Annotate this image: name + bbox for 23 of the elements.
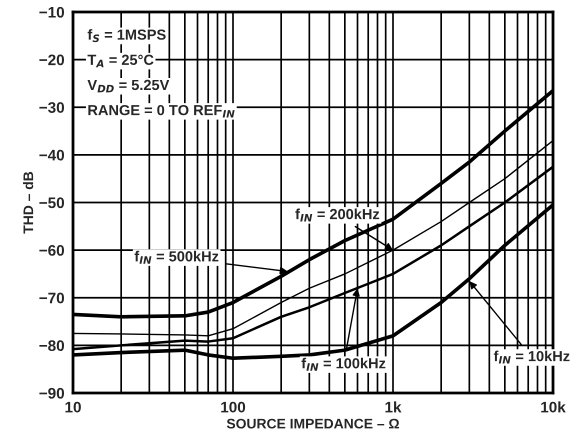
x-tick-label: 10k: [541, 401, 566, 413]
y-axis-title: THD – dB: [23, 172, 34, 234]
annotation: f$_{IN}$ = 500kHz: [134, 250, 218, 264]
annotation: f$_{IN}$ = 10kHz: [494, 350, 570, 364]
x-axis-title: SOURCE IMPEDANCE – Ω: [226, 418, 400, 429]
annotation: RANGE = 0 TO REF$_{IN}$: [88, 104, 235, 118]
y-tick-label: −50: [39, 197, 64, 208]
y-tick-label: −30: [39, 102, 64, 113]
y-tick-label: −70: [39, 292, 64, 304]
annotation: f$_{IN}$ = 100kHz: [302, 358, 386, 371]
annotation: f$_{IN}$ = 200kHz: [295, 208, 380, 222]
annotation: f$_{S}$ = 1MSPS: [88, 29, 166, 42]
y-tick-label: −60: [39, 244, 64, 256]
annotation: T$_{A}$ = 25°C: [88, 54, 154, 68]
y-tick-label: −20: [39, 54, 64, 66]
x-tick-label: 1k: [385, 401, 402, 412]
y-tick-label: −80: [39, 340, 64, 352]
y-tick-label: −40: [39, 150, 64, 161]
annotation: V$_{DD}$ = 5.25V: [88, 80, 170, 92]
x-tick-label: 10: [65, 402, 81, 413]
y-tick-label: −10: [39, 6, 64, 18]
y-tick-label: −90: [39, 388, 64, 399]
x-tick-label: 100: [221, 402, 246, 413]
